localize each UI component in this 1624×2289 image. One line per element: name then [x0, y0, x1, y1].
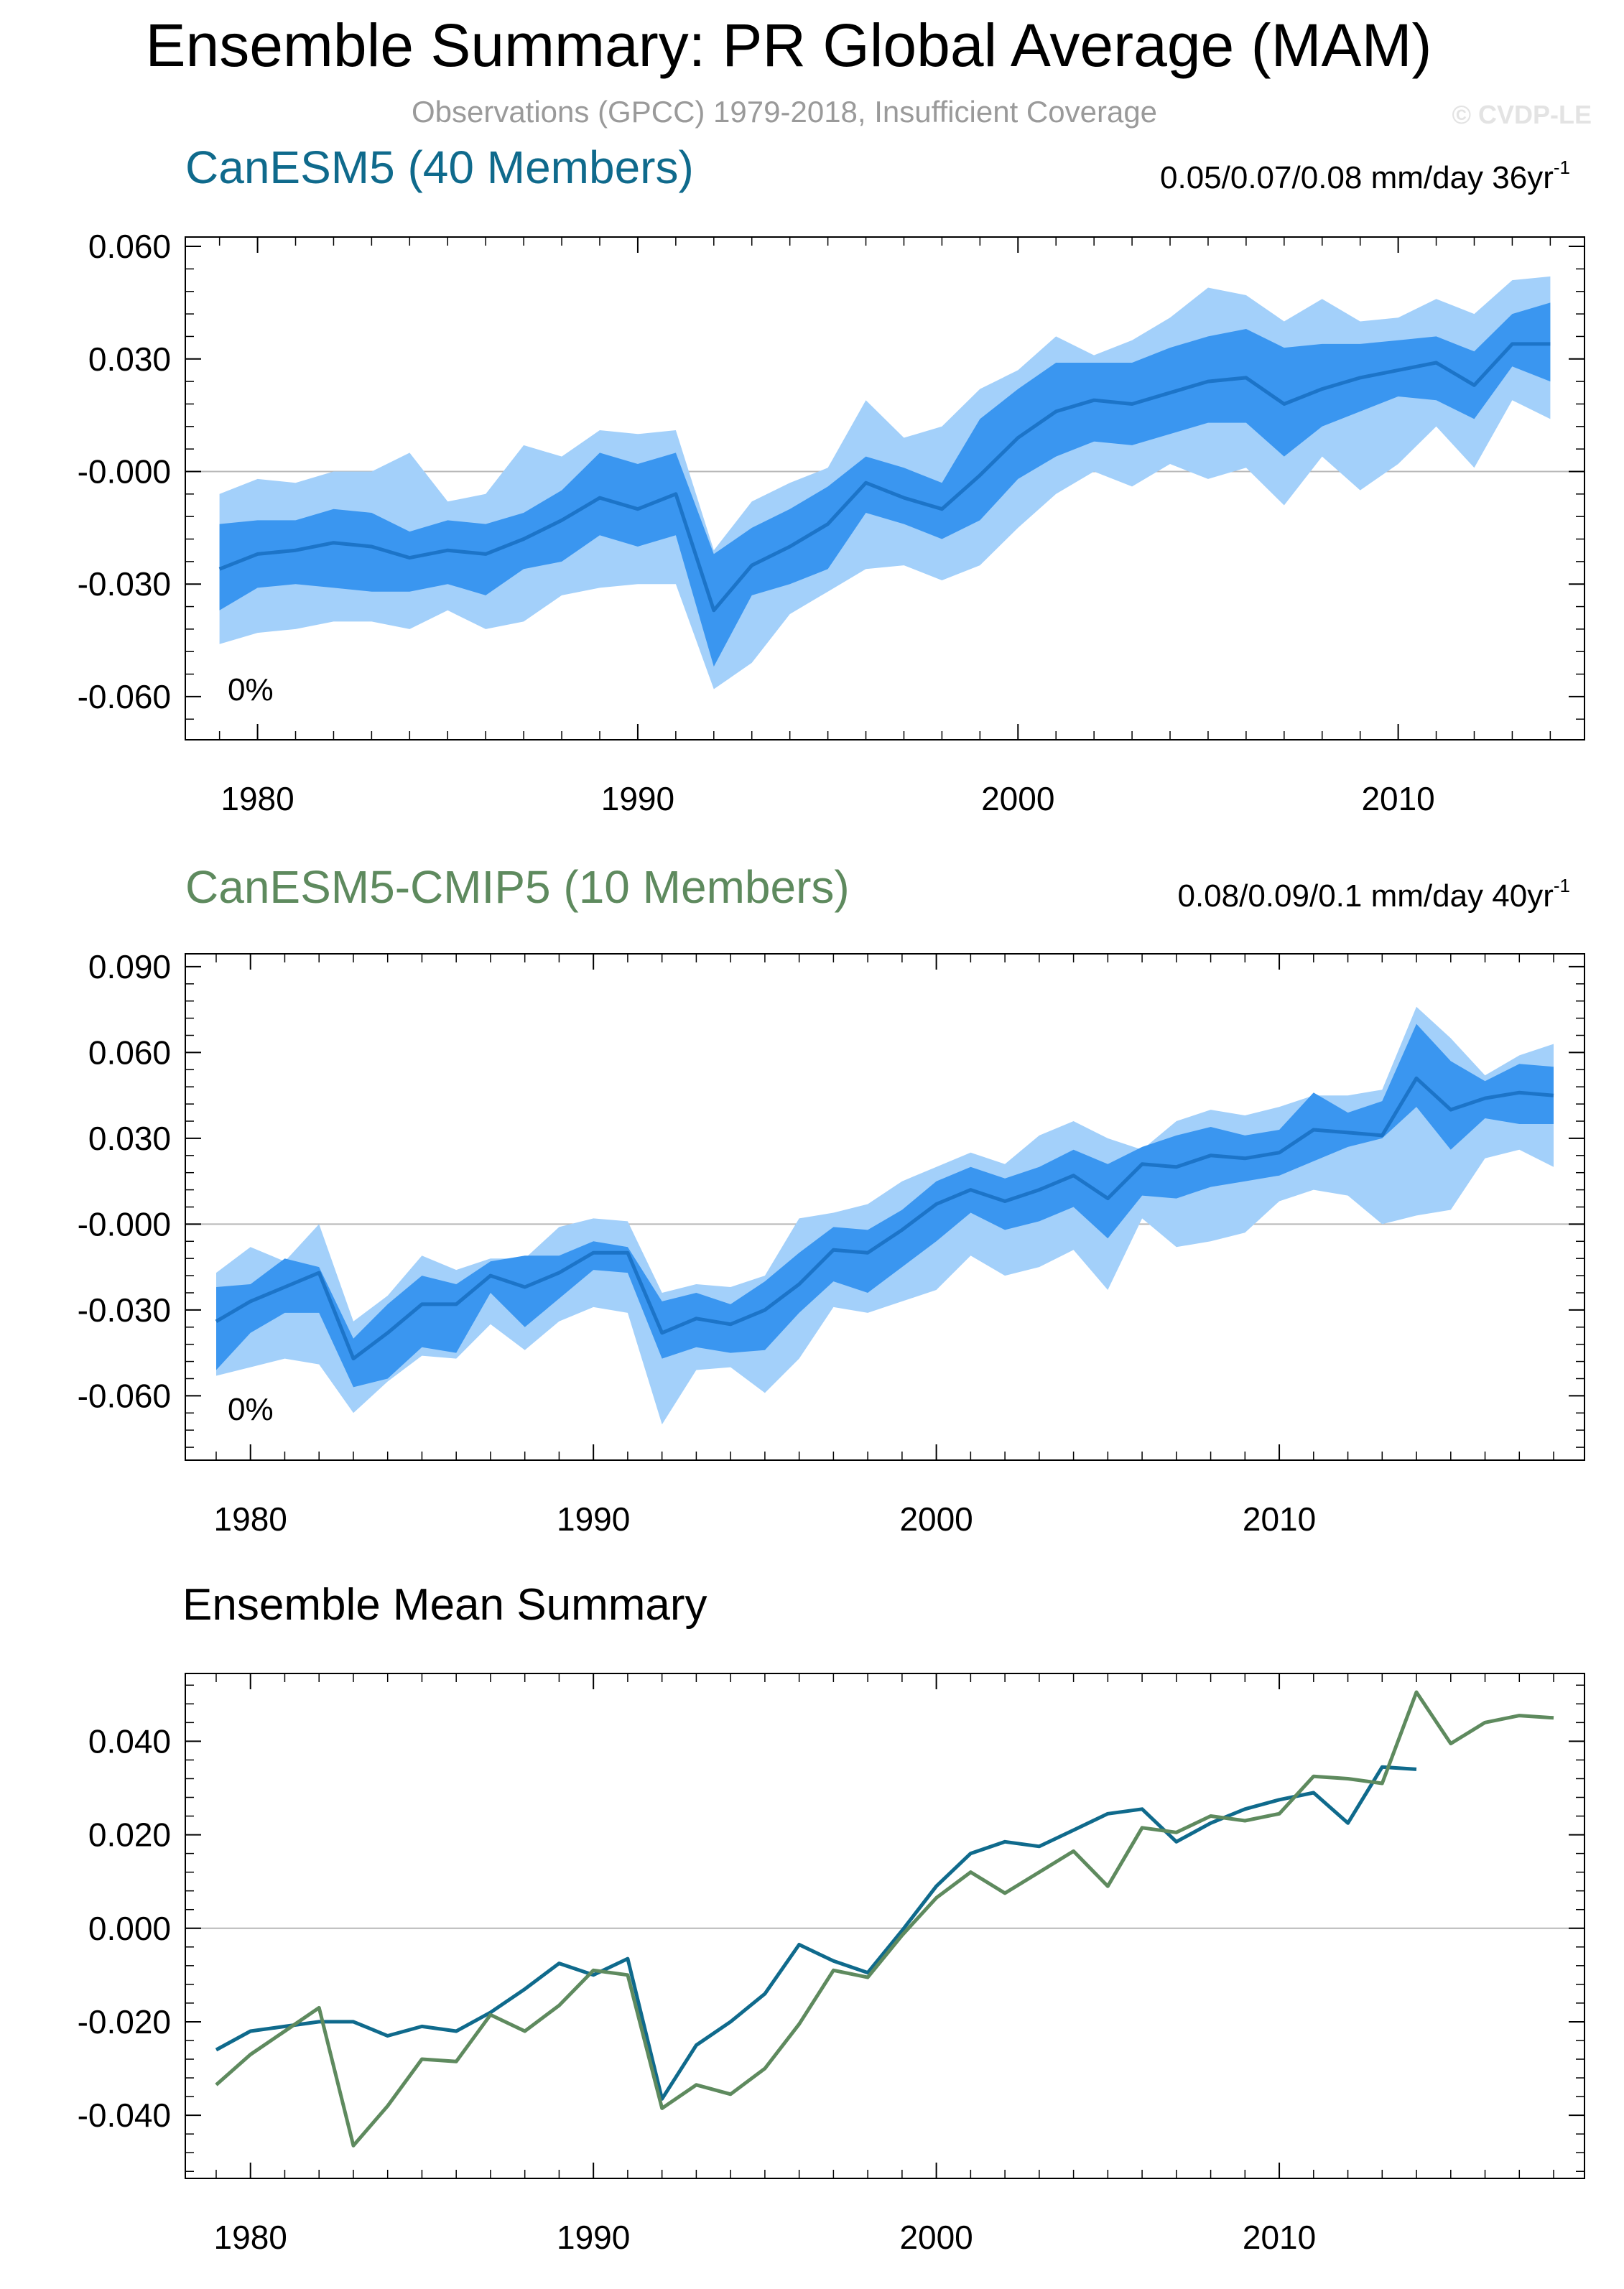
panel-title: CanESM5 (40 Members): [185, 141, 694, 193]
plot-area: 0.040 0.020 0.000 -0.020 -0.040 1980 1990 2000 2…: [78, 1673, 1585, 2256]
x-tick-label: 2010: [1243, 1500, 1316, 1538]
x-tick-label: 1990: [557, 2219, 630, 2256]
x-tick-label: 2000: [899, 1500, 973, 1538]
series-line-canesm5-cmip5: [215, 1690, 1554, 2148]
trend-label: 0.05/0.07/0.08 mm/day 36yr-1: [1160, 157, 1570, 195]
axis-frame: [185, 236, 1585, 740]
panel-title: Ensemble Mean Summary: [182, 1580, 707, 1630]
x-tick-label: 1980: [214, 1500, 287, 1538]
y-tick-label: 0.040: [88, 1722, 171, 1760]
figure-title: Ensemble Summary: PR Global Average (MAM…: [145, 11, 1432, 79]
y-tick-label: -0.040: [78, 2097, 171, 2134]
trend-exponent: -1: [1554, 157, 1570, 178]
percent-label: 0%: [228, 672, 274, 707]
y-tick-label: 0.000: [88, 1910, 171, 1947]
trend-value: 0.05/0.07/0.08 mm/day 36yr: [1160, 160, 1554, 195]
panel-ensemble-mean: Ensemble Mean Summary 0.040 0.020 0.000 -0.…: [78, 1580, 1585, 2256]
outer-band: [216, 1006, 1554, 1425]
y-tick-label: 0.030: [88, 1120, 171, 1157]
x-tick-label: 2000: [981, 780, 1054, 817]
panel-canesm5: CanESM5 (40 Members) 0.05/0.07/0.08 mm/d…: [78, 141, 1585, 817]
x-tick-label: 1980: [221, 780, 294, 817]
watermark: © CVDP-LE: [1452, 100, 1592, 129]
y-tick-label: 0.030: [88, 340, 171, 378]
y-tick-label: -0.060: [78, 1377, 171, 1414]
trend-exponent: -1: [1554, 875, 1570, 896]
inner-band: [216, 1023, 1554, 1388]
x-tick-label: 1980: [214, 2219, 287, 2256]
x-tick-label: 2010: [1361, 780, 1434, 817]
series-line-canesm5: [215, 1765, 1417, 2101]
inner-band: [219, 302, 1551, 667]
panel-title: CanESM5-CMIP5 (10 Members): [185, 861, 850, 913]
y-tick-label: 0.060: [88, 1034, 171, 1071]
y-tick-label: -0.030: [78, 565, 171, 603]
ensemble-mean-line: [215, 1076, 1554, 1361]
y-tick-label: 0.090: [88, 948, 171, 985]
plot-area: 0.090 0.060 0.030 -0.000 -0.030 -0.060 1980 199…: [78, 948, 1585, 1538]
y-tick-label: -0.060: [78, 678, 171, 715]
axis-frame: [185, 1673, 1585, 2179]
percent-label: 0%: [228, 1392, 274, 1427]
x-tick-label: 2010: [1243, 2219, 1316, 2256]
x-tick-label: 1990: [601, 780, 674, 817]
y-tick-label: -0.000: [78, 1205, 171, 1243]
y-tick-label: 0.020: [88, 1816, 171, 1854]
ensemble-mean-line: [218, 342, 1551, 613]
x-tick-label: 1990: [557, 1500, 630, 1538]
figure-subtitle: Observations (GPCC) 1979-2018, Insuffici…: [412, 95, 1157, 129]
trend-label: 0.08/0.09/0.1 mm/day 40yr-1: [1177, 875, 1570, 914]
y-tick-label: -0.000: [78, 452, 171, 490]
x-tick-label: 2000: [899, 2219, 973, 2256]
y-tick-label: 0.060: [88, 228, 171, 265]
panel-canesm5-cmip5: CanESM5-CMIP5 (10 Members) 0.08/0.09/0.1…: [78, 861, 1585, 1538]
trend-value: 0.08/0.09/0.1 mm/day 40yr: [1177, 878, 1553, 914]
y-tick-label: -0.020: [78, 2003, 171, 2040]
y-tick-label: -0.030: [78, 1291, 171, 1329]
plot-area: 0.060 0.030 -0.000 -0.030 -0.060 1980 1990 2000…: [78, 228, 1585, 817]
